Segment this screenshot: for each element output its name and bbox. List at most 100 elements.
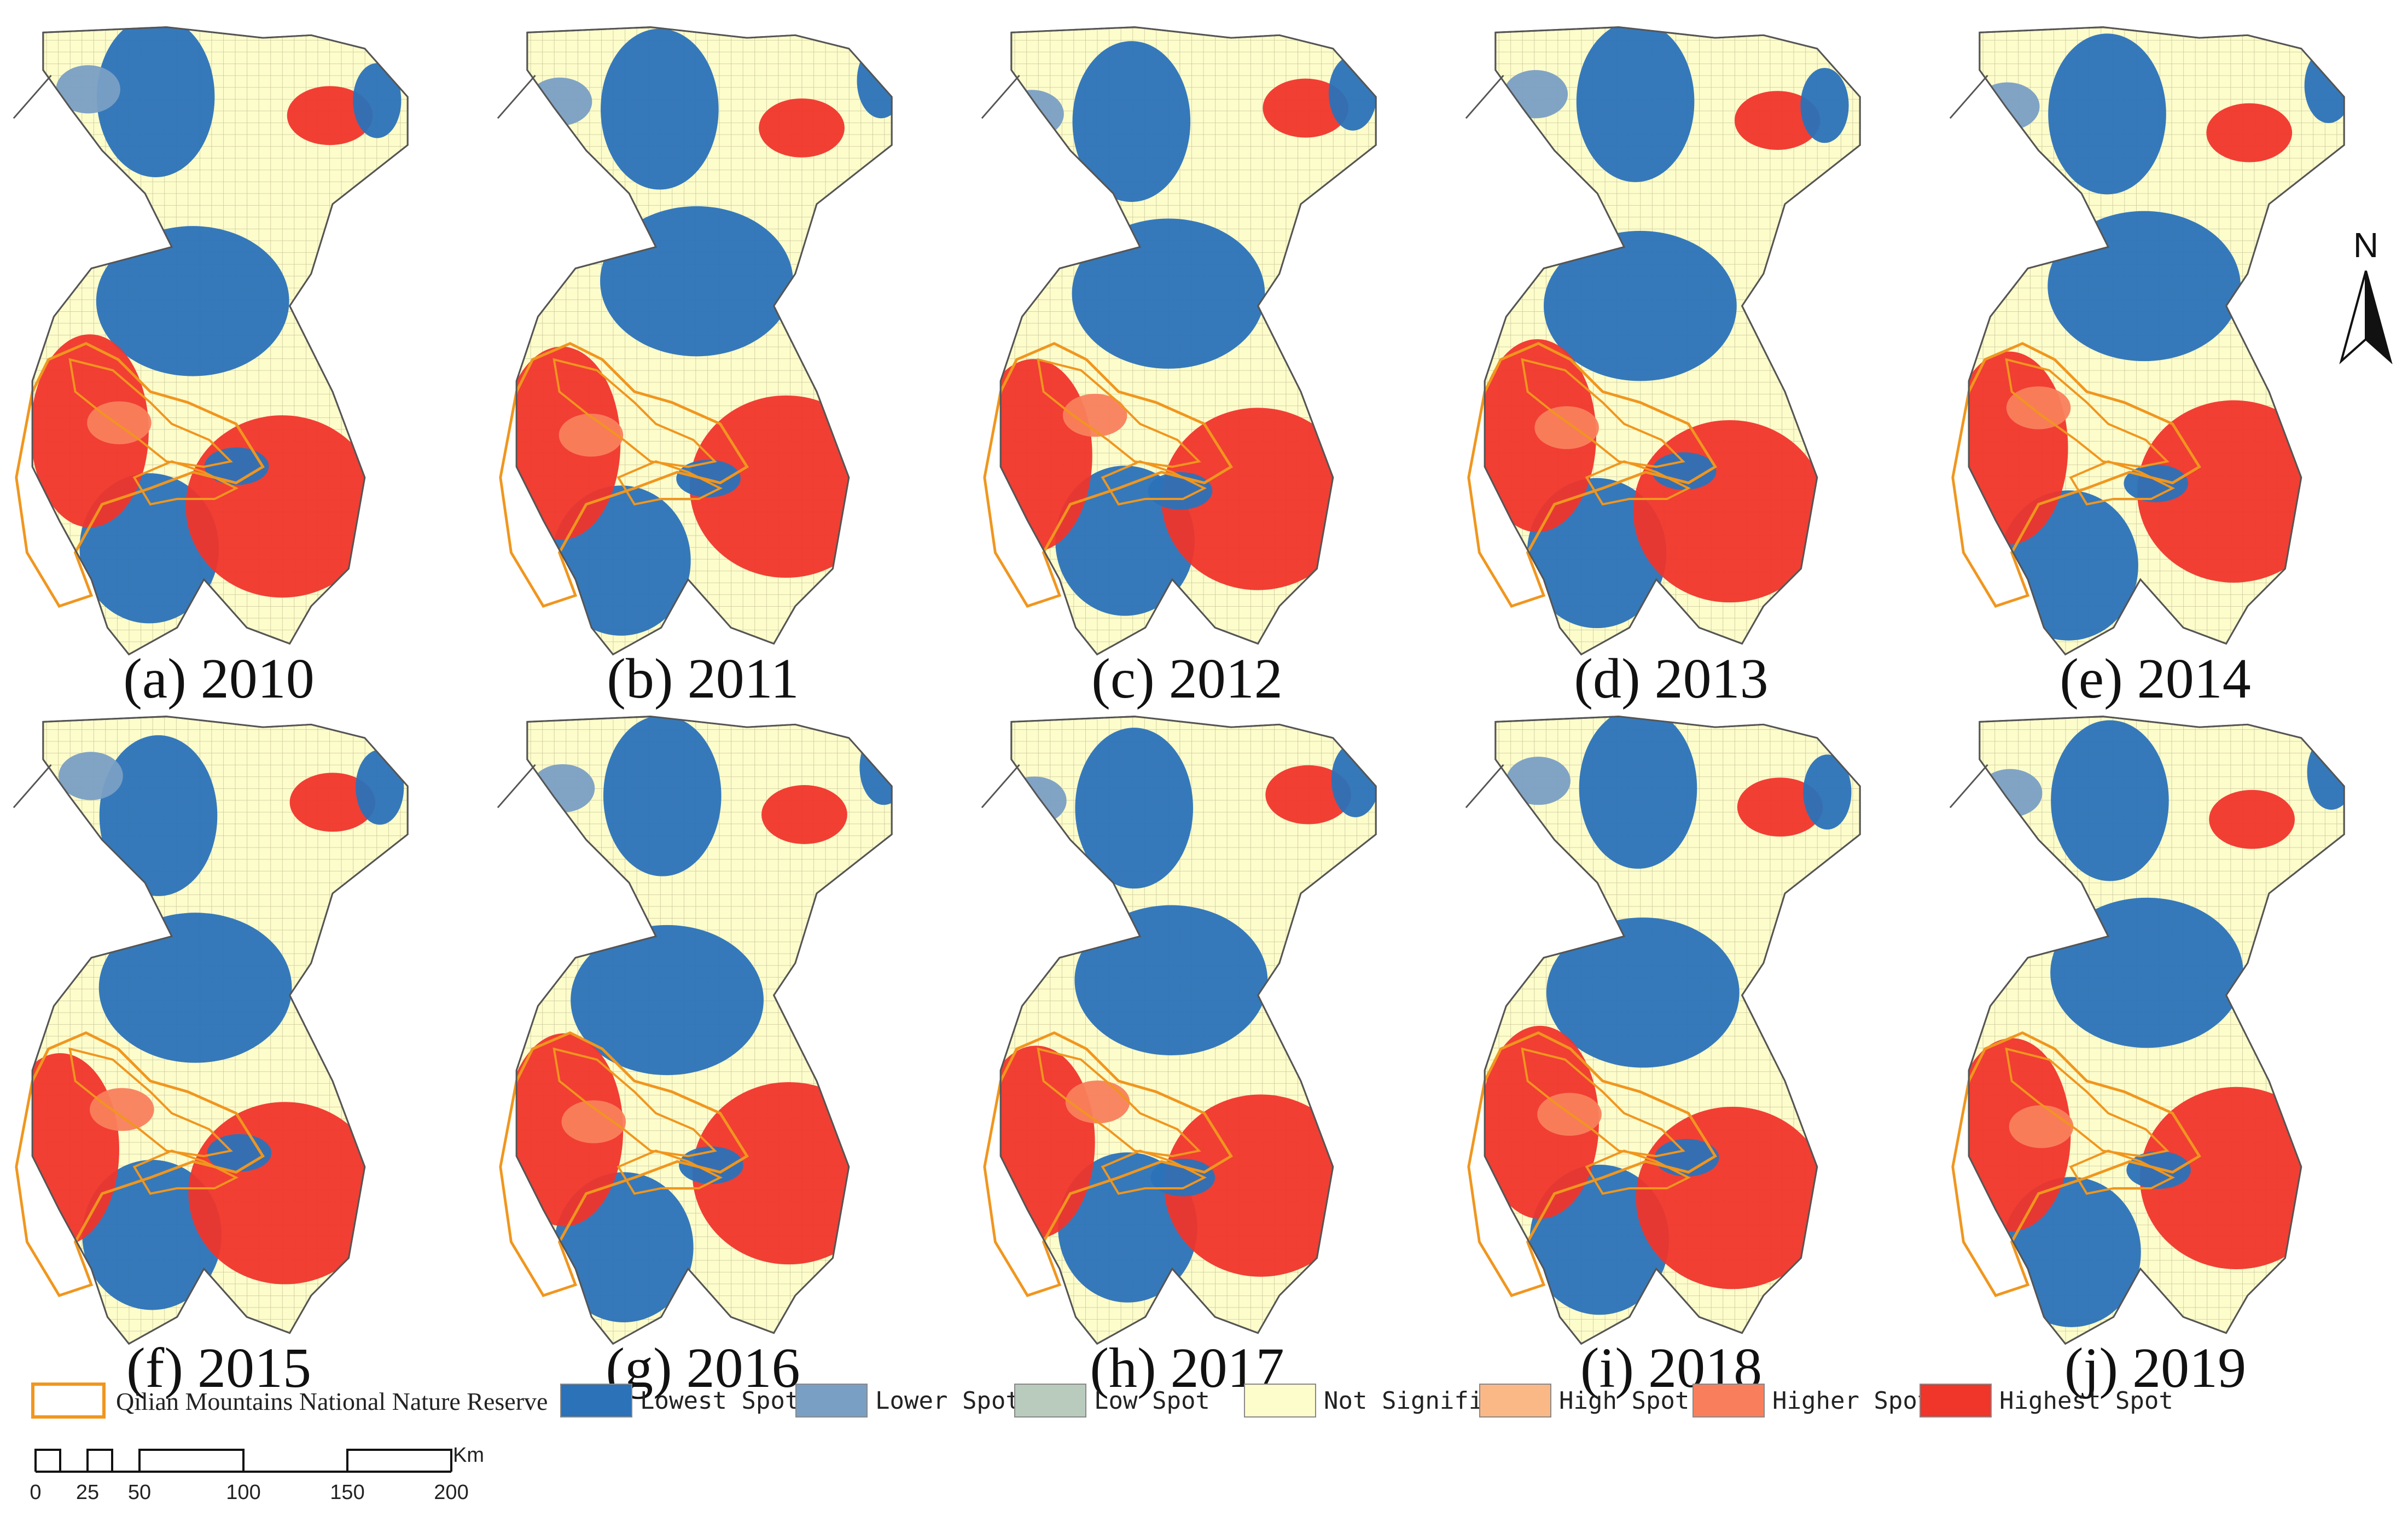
scale-unit: Km [453,1444,484,1467]
hotspot-patch [679,1146,743,1184]
hotspot-patch [1534,406,1599,449]
legend-label-1: Lower Spot [875,1387,1020,1415]
hotspot-patch [1161,408,1354,590]
hotspot-patches-f [32,735,404,1310]
hotspot-patch [287,86,373,146]
map-panel-e [1949,26,2345,656]
hotspot-patch [56,65,120,114]
map-panel-b [497,26,893,656]
legend-label-0: Lowest Spot [640,1387,799,1415]
map-panel-h [981,716,1377,1345]
hotspot-patch [59,752,123,800]
hotspot-patches-g [516,716,892,1322]
hotspot-patch [601,28,719,190]
hotspot-patch [32,1053,119,1246]
hotspot-patch [2139,1087,2333,1269]
hotspot-patch [857,43,892,119]
map-panel-j [1949,716,2345,1345]
hotspot-patch [559,414,624,457]
hotspot-patch [289,772,376,832]
hotspot-patch [1065,1080,1130,1124]
scale-tick-100: 100 [226,1481,260,1504]
map-panel-g [497,716,893,1345]
hotspot-patch [1651,452,1717,490]
scale-tick-25: 25 [76,1481,99,1504]
legend-label-4: High Spot [1559,1387,1689,1415]
hotspot-patch [2006,386,2071,429]
legend-swatch-5 [1692,1384,1765,1418]
hotspot-patch [1800,68,1849,143]
hotspot-patch [1002,776,1067,825]
scale-bar: Km 0 25 50 100 150 200 [30,1444,484,1504]
hotspot-patch [1075,728,1194,889]
hotspot-patch [1579,716,1697,869]
north-arrow: N [2339,225,2393,364]
panel-caption-g: (g) 2016 [606,1337,800,1399]
map-panel-f [13,716,409,1345]
hotspot-patch [204,447,269,485]
map-panel-d [1465,26,1861,656]
hotspot-patch [185,415,379,598]
hotspot-patch [1072,41,1191,202]
hotspot-patch [2050,897,2243,1048]
hotspot-patch [98,913,292,1063]
panel-caption-b: (b) 2011 [607,647,799,710]
hotspot-patch [356,750,404,825]
hotspot-patch [1737,777,1823,837]
map-panel-c [981,26,1377,656]
hotspot-patch [1164,1094,1357,1277]
legend-label-6: Highest Spot [1999,1387,2173,1415]
hotspot-patch [1331,742,1376,817]
map-panel-a [13,26,409,656]
hotspot-patch [1546,917,1740,1068]
hotspot-patch [1150,1159,1215,1196]
hotspot-patch [82,1160,222,1310]
hotspot-patch [1544,231,1737,381]
hotspot-patch [188,1102,382,1285]
hotspot-patch [2009,1105,2074,1148]
legend: Qilian Mountains National Nature Reserve… [31,1382,2173,1419]
hotspot-patches-d [1485,27,1849,629]
panel-caption-e: (e) 2014 [2060,647,2250,710]
legend-label-5: Higher Spot [1772,1387,1932,1415]
panel-caption-j: (j) 2019 [2064,1337,2246,1399]
hotspot-patch [1001,90,1064,138]
legend-swatch-3 [1244,1384,1316,1418]
hotspot-patch [859,730,892,805]
hotspot-patch [603,716,722,876]
hotspot-patch [1734,91,1820,150]
hotspot-patch [1072,218,1265,369]
scale-tick-200: 200 [434,1481,468,1504]
hotspot-patch [1576,27,1695,182]
legend-swatch-0 [560,1384,632,1418]
hotspot-patch [96,27,215,178]
hotspot-patch [571,925,764,1076]
hotspot-patch [1001,1045,1095,1239]
hotspot-patch [2048,211,2241,362]
hotspot-patch [1506,757,1571,805]
hotspot-patch [353,63,402,138]
hotspot-patch [1263,78,1349,138]
scale-tick-50: 50 [128,1481,151,1504]
hotspot-patch [96,226,289,376]
legend-reserve-label: Qilian Mountains National Nature Reserve [116,1387,548,1415]
hotspot-patch [90,1088,154,1131]
hotspot-patch [530,764,595,813]
hotspot-patch [1803,754,1852,830]
panel-caption-a: (a) 2010 [123,647,314,710]
hotspot-patch [2209,789,2295,849]
hotspot-patch [1074,905,1268,1055]
hotspot-patch [759,98,845,158]
scale-tick-0: 0 [30,1481,41,1504]
panel-caption-d: (d) 2013 [1574,647,1768,710]
hotspot-patches-i [1485,716,1852,1315]
hotspot-patch [1633,420,1827,603]
hotspot-patch [2051,720,2169,881]
hotspot-patch [99,735,218,896]
hotspot-patch [1636,1107,1829,1289]
hotspot-patch [561,1100,626,1143]
panel-caption-c: (c) 2012 [1091,647,1282,710]
legend-swatch-6 [1920,1384,1992,1418]
legend-swatch-4 [1479,1384,1551,1418]
